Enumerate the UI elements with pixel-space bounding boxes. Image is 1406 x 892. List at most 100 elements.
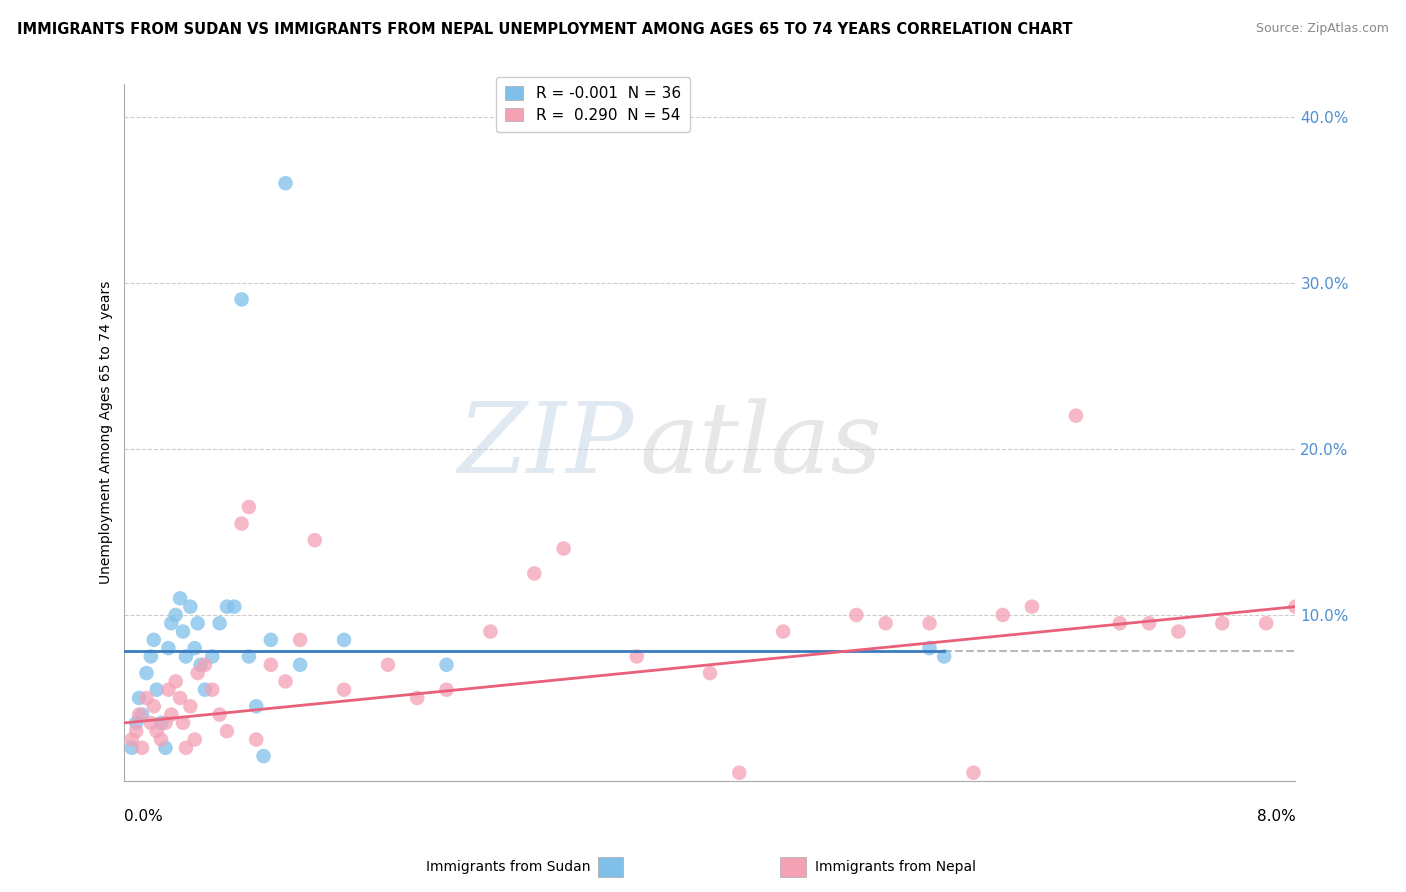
Point xyxy=(208,707,231,722)
Point xyxy=(155,740,177,755)
Point xyxy=(1064,409,1087,423)
Point xyxy=(169,591,191,606)
Point xyxy=(918,616,941,631)
Point xyxy=(150,715,173,730)
Point xyxy=(934,649,956,664)
Point xyxy=(121,740,143,755)
Point xyxy=(523,566,546,581)
Point xyxy=(160,616,183,631)
Point xyxy=(139,649,162,664)
Point xyxy=(1167,624,1189,639)
Point xyxy=(245,732,267,747)
Point xyxy=(274,674,297,689)
Y-axis label: Unemployment Among Ages 65 to 74 years: Unemployment Among Ages 65 to 74 years xyxy=(100,281,114,584)
Text: atlas: atlas xyxy=(640,399,883,494)
Point xyxy=(142,699,165,714)
Point xyxy=(172,715,194,730)
Point xyxy=(553,541,575,556)
Text: 8.0%: 8.0% xyxy=(1257,809,1295,824)
Legend: R = -0.001  N = 36, R =  0.290  N = 54: R = -0.001 N = 36, R = 0.290 N = 54 xyxy=(496,78,690,132)
Point xyxy=(436,682,458,697)
Point xyxy=(260,632,283,647)
Point xyxy=(406,690,429,705)
Point xyxy=(436,657,458,672)
Point xyxy=(190,657,212,672)
Point xyxy=(231,293,253,307)
Point xyxy=(245,699,267,714)
Point xyxy=(157,641,180,656)
Point xyxy=(142,632,165,647)
Point xyxy=(194,657,217,672)
Point xyxy=(918,641,941,656)
Point xyxy=(238,500,260,514)
Point xyxy=(1211,616,1233,631)
Point xyxy=(169,690,191,705)
Point xyxy=(215,599,238,614)
Text: ZIP: ZIP xyxy=(457,399,634,494)
Point xyxy=(172,624,194,639)
Point xyxy=(179,699,201,714)
Point xyxy=(845,607,868,622)
Text: 0.0%: 0.0% xyxy=(125,809,163,824)
Point xyxy=(231,516,253,531)
Point xyxy=(187,666,209,681)
Point xyxy=(333,682,356,697)
Point xyxy=(304,533,326,548)
Point xyxy=(135,690,157,705)
Text: Immigrants from Sudan: Immigrants from Sudan xyxy=(426,860,591,874)
Point xyxy=(962,765,984,780)
Point xyxy=(165,674,187,689)
Point xyxy=(174,740,197,755)
Point xyxy=(194,682,217,697)
Point xyxy=(1021,599,1043,614)
Point xyxy=(260,657,283,672)
Point xyxy=(150,732,173,747)
Point xyxy=(1108,616,1130,631)
Point xyxy=(1137,616,1160,631)
Point xyxy=(155,715,177,730)
Point xyxy=(699,666,721,681)
Point xyxy=(179,599,201,614)
Point xyxy=(160,707,183,722)
Point xyxy=(208,616,231,631)
Point xyxy=(274,176,297,190)
Point xyxy=(139,715,162,730)
Point xyxy=(145,682,167,697)
Text: Immigrants from Nepal: Immigrants from Nepal xyxy=(815,860,977,874)
Point xyxy=(128,690,150,705)
Point xyxy=(772,624,794,639)
Point xyxy=(238,649,260,664)
Point xyxy=(201,682,224,697)
Point xyxy=(288,657,311,672)
Point xyxy=(224,599,246,614)
Point xyxy=(201,649,224,664)
Text: IMMIGRANTS FROM SUDAN VS IMMIGRANTS FROM NEPAL UNEMPLOYMENT AMONG AGES 65 TO 74 : IMMIGRANTS FROM SUDAN VS IMMIGRANTS FROM… xyxy=(17,22,1073,37)
Point xyxy=(333,632,356,647)
Point xyxy=(875,616,897,631)
Point xyxy=(991,607,1014,622)
Point xyxy=(131,740,153,755)
Point xyxy=(215,724,238,739)
Point xyxy=(121,732,143,747)
Point xyxy=(479,624,502,639)
Point xyxy=(728,765,751,780)
Point xyxy=(252,749,274,764)
Point xyxy=(377,657,399,672)
Point xyxy=(187,616,209,631)
Point xyxy=(626,649,648,664)
Point xyxy=(125,715,148,730)
Point xyxy=(125,724,148,739)
Point xyxy=(135,666,157,681)
Point xyxy=(128,707,150,722)
Point xyxy=(183,732,205,747)
Point xyxy=(1284,599,1306,614)
Point xyxy=(165,607,187,622)
Point xyxy=(1256,616,1278,631)
Point xyxy=(145,724,167,739)
Point xyxy=(131,707,153,722)
Point xyxy=(183,641,205,656)
Point xyxy=(157,682,180,697)
Text: Source: ZipAtlas.com: Source: ZipAtlas.com xyxy=(1256,22,1389,36)
Point xyxy=(288,632,311,647)
Point xyxy=(174,649,197,664)
